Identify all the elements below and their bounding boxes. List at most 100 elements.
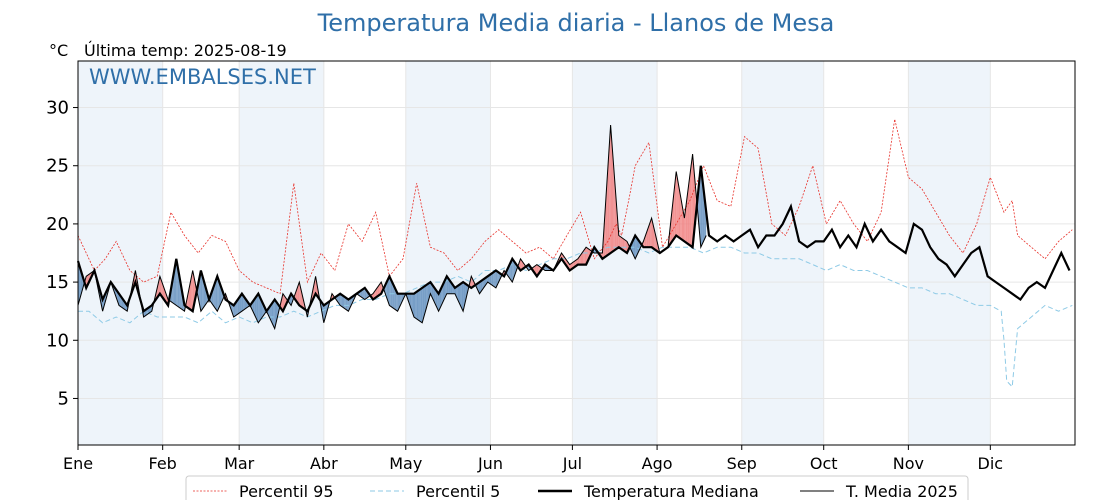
anomaly-below <box>214 280 216 310</box>
anomaly-below <box>258 293 260 323</box>
x-tick-label: Dic <box>978 454 1004 473</box>
anomaly-below <box>401 293 403 303</box>
anomaly-below <box>420 287 423 323</box>
chart-title: Temperatura Media diaria - Llanos de Mes… <box>317 9 835 37</box>
anomaly-below <box>489 274 491 284</box>
anomaly-above <box>647 225 649 248</box>
y-tick-label: 15 <box>46 272 69 293</box>
anomaly-above <box>610 125 612 253</box>
anomaly-above <box>314 276 316 297</box>
anomaly-above <box>674 171 677 238</box>
anomaly-below <box>389 276 391 307</box>
x-tick-label: May <box>389 454 422 473</box>
anomaly-below <box>341 294 343 308</box>
anomaly-above <box>620 236 622 250</box>
anomaly-below <box>239 295 241 314</box>
anomaly-below <box>236 299 238 316</box>
anomaly-below <box>418 289 420 321</box>
anomaly-below <box>412 293 414 317</box>
anomaly-above <box>680 194 682 240</box>
anomaly-above <box>157 282 159 298</box>
anomaly-below <box>340 293 342 307</box>
anomaly-below <box>431 284 434 300</box>
anomaly-below <box>442 282 444 303</box>
anomaly-above <box>378 284 380 296</box>
anomaly-below <box>273 299 275 329</box>
anomaly-below <box>392 282 394 309</box>
anomaly-below <box>700 165 703 248</box>
anomaly-below <box>493 271 495 287</box>
anomaly-below <box>416 290 419 320</box>
anomaly-below <box>322 303 324 323</box>
anomaly-below <box>261 299 263 319</box>
x-tick-label: Jun <box>477 454 503 473</box>
anomaly-above <box>379 282 382 295</box>
x-tick-label: Abr <box>310 454 338 473</box>
anomaly-below <box>483 278 485 288</box>
x-tick-label: Oct <box>810 454 838 473</box>
anomaly-below <box>439 287 442 309</box>
anomaly-below <box>215 276 218 312</box>
anomaly-below <box>338 293 341 306</box>
legend: Percentil 95 Percentil 5 Temperatura Media… <box>185 475 969 500</box>
anomaly-below <box>424 285 427 314</box>
anomaly-below <box>200 270 203 312</box>
anomaly-below <box>396 290 398 312</box>
anomaly-below <box>79 265 81 301</box>
anomaly-below <box>269 305 271 320</box>
anomaly-above <box>375 287 378 298</box>
anomaly-below <box>422 286 424 323</box>
anomaly-below <box>423 286 425 318</box>
anomaly-below <box>259 296 261 321</box>
anomaly-below <box>414 292 416 318</box>
anomaly-below <box>363 287 365 300</box>
anomaly-below <box>636 237 638 256</box>
anomaly-above <box>651 218 653 249</box>
anomaly-above <box>520 258 522 271</box>
anomaly-above <box>618 235 621 249</box>
anomaly-below <box>491 272 494 286</box>
anomaly-above <box>670 209 673 244</box>
watermark: WWW.EMBALSES.NET <box>89 65 316 89</box>
anomaly-below <box>433 286 435 303</box>
y-tick-label: 30 <box>46 98 69 119</box>
month-band <box>239 61 324 445</box>
anomaly-below <box>635 235 637 259</box>
anomaly-below <box>397 293 399 312</box>
x-tick-label: Feb <box>149 454 177 473</box>
legend-label: Percentil 5 <box>416 482 500 500</box>
month-band <box>78 61 163 445</box>
y-tick-label: 25 <box>46 156 69 177</box>
anomaly-above <box>159 276 162 296</box>
month-bands <box>78 61 991 445</box>
series-line-median <box>76 165 1071 314</box>
anomaly-above <box>689 164 692 247</box>
anomaly-below <box>512 258 514 283</box>
anomaly-below <box>444 279 446 300</box>
anomaly-below <box>495 270 498 288</box>
x-tick-label: Sep <box>727 454 757 473</box>
anomaly-below <box>343 295 345 309</box>
anomaly-below <box>218 280 220 309</box>
anomaly-below <box>325 303 327 318</box>
anomaly-below <box>438 290 440 312</box>
anomaly-below <box>388 276 390 306</box>
anomaly-below <box>254 297 256 317</box>
anomaly-below <box>434 287 436 306</box>
legend-label: Temperatura Mediana <box>583 482 759 500</box>
x-tick-label: Mar <box>224 454 255 473</box>
legend-label: Percentil 95 <box>239 482 334 500</box>
anomaly-below <box>399 293 401 309</box>
anomaly-above <box>612 143 614 252</box>
anomaly-below <box>217 276 219 312</box>
anomaly-below <box>480 280 483 292</box>
anomaly-below <box>430 282 432 297</box>
anomaly-above <box>616 198 618 250</box>
anomaly-below <box>243 295 245 311</box>
anomaly-above <box>676 171 678 237</box>
y-unit-label: °C <box>49 41 68 60</box>
anomaly-below <box>426 284 428 309</box>
anomaly-above <box>646 229 648 248</box>
anomaly-above <box>607 146 610 255</box>
